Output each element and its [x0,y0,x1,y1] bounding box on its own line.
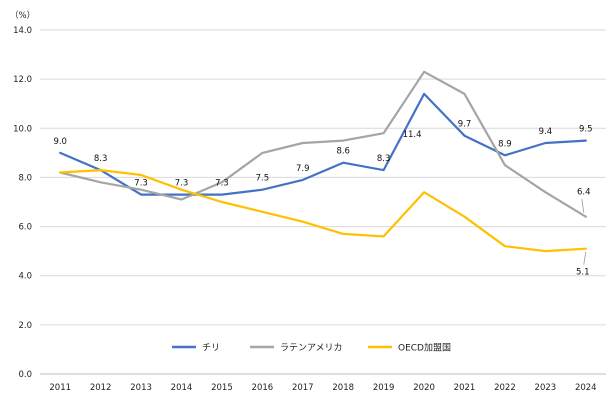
y-tick-label: 8.0 [18,173,32,183]
x-tick-label: 2012 [90,383,112,393]
data-label: 11.4 [403,130,422,140]
x-tick-label: 2024 [575,383,597,393]
x-tick-label: 2011 [49,383,71,393]
data-label: 7.3 [134,179,148,189]
x-tick-label: 2021 [454,383,476,393]
data-label: 8.6 [336,147,350,157]
series-line-2 [59,169,587,253]
data-label: 9.4 [539,127,553,137]
data-label: 9.5 [579,125,593,135]
y-tick-label: 4.0 [18,272,32,282]
data-label: 5.1 [576,268,590,278]
data-label: 8.9 [498,139,512,149]
x-tick-label: 2022 [494,383,516,393]
data-label: 6.4 [577,188,591,198]
data-label: 9.7 [458,120,472,130]
y-tick-label: 0.0 [18,370,32,380]
x-tick-label: 2018 [332,383,354,393]
x-tick-label: 2023 [535,383,557,393]
x-tick-labels: 2011 2012 2013 2014 2015 2016 2017 2018 2019 2020… [49,383,596,393]
x-tick-label: 2014 [171,383,193,393]
y-tick-label: 14.0 [13,26,32,36]
legend-label: チリ [202,343,220,354]
data-label: 7.5 [256,174,270,184]
x-tick-label: 2015 [211,383,233,393]
label-leader-line [583,251,587,265]
data-label: 8.3 [94,154,108,164]
y-axis-unit-label: （%） [10,10,35,21]
legend-label: ラテンアメリカ [280,343,343,354]
label-leader-line [581,198,585,213]
data-label: 7.3 [215,179,229,189]
x-tick-label: 2013 [130,383,152,393]
data-labels: 9.0 8.3 7.3 7.3 7.3 7.5 7.9 8.6 8.3 11.4 9.7 8.9 9.4… [53,120,592,278]
data-label: 7.9 [296,164,310,174]
y-tick-labels: 0.0 2.0 4.0 6.0 8.0 10.0 12.0 14.0 [13,26,32,380]
x-tick-label: 2016 [252,383,274,393]
data-label: 7.3 [175,179,189,189]
x-tick-label: 2020 [413,383,435,393]
gridlines [40,29,606,375]
series-line-1 [59,70,587,218]
data-label: 9.0 [53,137,67,147]
y-tick-label: 12.0 [13,75,32,85]
legend: チリ ラテンアメリカ OECD加盟国 [172,343,451,354]
series-lines [59,70,587,253]
data-label: 8.3 [377,154,391,164]
y-tick-label: 2.0 [18,321,32,331]
legend-label: OECD加盟国 [398,343,451,354]
y-tick-label: 6.0 [18,223,32,233]
x-tick-label: 2017 [292,383,314,393]
y-tick-label: 10.0 [13,124,32,134]
x-tick-label: 2019 [373,383,395,393]
